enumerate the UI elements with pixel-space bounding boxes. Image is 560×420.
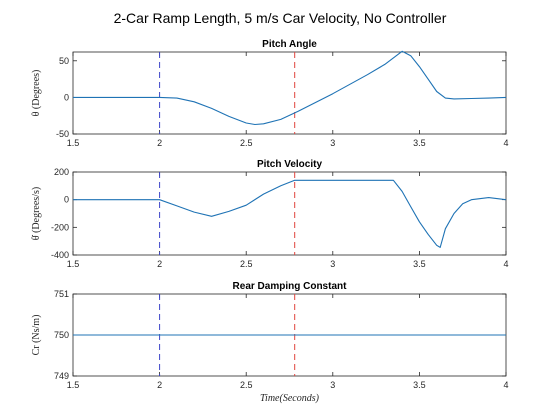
panel-1-xtick-label: 1.5 bbox=[67, 138, 80, 148]
panel-3-xtick-label: 3 bbox=[330, 380, 335, 390]
panel-3-xtick-label: 3.5 bbox=[413, 380, 426, 390]
panel-2-ytick-label: -200 bbox=[51, 222, 69, 232]
panel-2-ytick-label: 0 bbox=[64, 195, 69, 205]
panel-1-series-line bbox=[73, 50, 507, 126]
panel-1-ytick-label: 0 bbox=[64, 92, 69, 102]
panel-1: Pitch Angle 1.5 2 2.5 3 3.5 4 -50 0 50 θ (Degrees) bbox=[31, 39, 509, 148]
panel-1-xtick-label: 2.5 bbox=[240, 138, 253, 148]
panel-2-xtick-label: 2.5 bbox=[240, 259, 253, 269]
panel-3-xtick-label: 2.5 bbox=[240, 380, 253, 390]
panel-3-xtick-label: 2 bbox=[157, 380, 162, 390]
panel-2-xtick-label: 4 bbox=[503, 259, 508, 269]
panel-3-title: Rear Damping Constant bbox=[233, 281, 348, 292]
panel-3-ylabel: Cr (Ns/m) bbox=[31, 315, 42, 356]
panel-2-ytick-label: 200 bbox=[54, 167, 69, 177]
panel-1-xtick-label: 3 bbox=[330, 138, 335, 148]
panel-1-xtick-label: 2 bbox=[157, 138, 162, 148]
panel-1-xtick-label: 4 bbox=[503, 138, 508, 148]
panel-3-ytick-label: 751 bbox=[54, 289, 69, 299]
panel-3-xtick-label: 1.5 bbox=[67, 380, 80, 390]
figure-title: 2-Car Ramp Length, 5 m/s Car Velocity, N… bbox=[114, 10, 447, 26]
panel-1-axes-box bbox=[72, 51, 507, 135]
panel-2-series-line bbox=[73, 179, 507, 248]
panel-2-title: Pitch Velocity bbox=[257, 159, 322, 170]
panel-1-ytick-label: 50 bbox=[59, 56, 69, 66]
panel-3: Rear Damping Constant 1.5 2 2.5 3 3.5 4 749 750 7… bbox=[31, 281, 509, 404]
panel-1-ylabel: θ (Degrees) bbox=[31, 70, 42, 117]
panel-2-ytick-label: -400 bbox=[51, 250, 69, 260]
panel-3-ytick-label: 750 bbox=[54, 330, 69, 340]
panels: Pitch Angle 1.5 2 2.5 3 3.5 4 -50 0 50 θ (Degrees)… bbox=[31, 39, 509, 404]
panel-2-xtick-label: 2 bbox=[157, 259, 162, 269]
panel-2: Pitch Velocity 1.5 2 2.5 3 3.5 4 -400 -200 0 200 θ̇… bbox=[31, 159, 509, 269]
panel-2-ylabel: θ̇ (Degrees/s) bbox=[31, 187, 42, 240]
panel-2-xtick-label: 1.5 bbox=[67, 259, 80, 269]
panel-1-xtick-label: 3.5 bbox=[413, 138, 426, 148]
panel-3-ytick-label: 749 bbox=[54, 371, 69, 381]
panel-2-xtick-label: 3.5 bbox=[413, 259, 426, 269]
panel-3-xlabel: Time(Seconds) bbox=[260, 393, 320, 404]
panel-1-ytick-label: -50 bbox=[56, 129, 69, 139]
panel-2-xtick-label: 3 bbox=[330, 259, 335, 269]
panel-1-title: Pitch Angle bbox=[262, 39, 317, 50]
panel-3-xtick-label: 4 bbox=[503, 380, 508, 390]
